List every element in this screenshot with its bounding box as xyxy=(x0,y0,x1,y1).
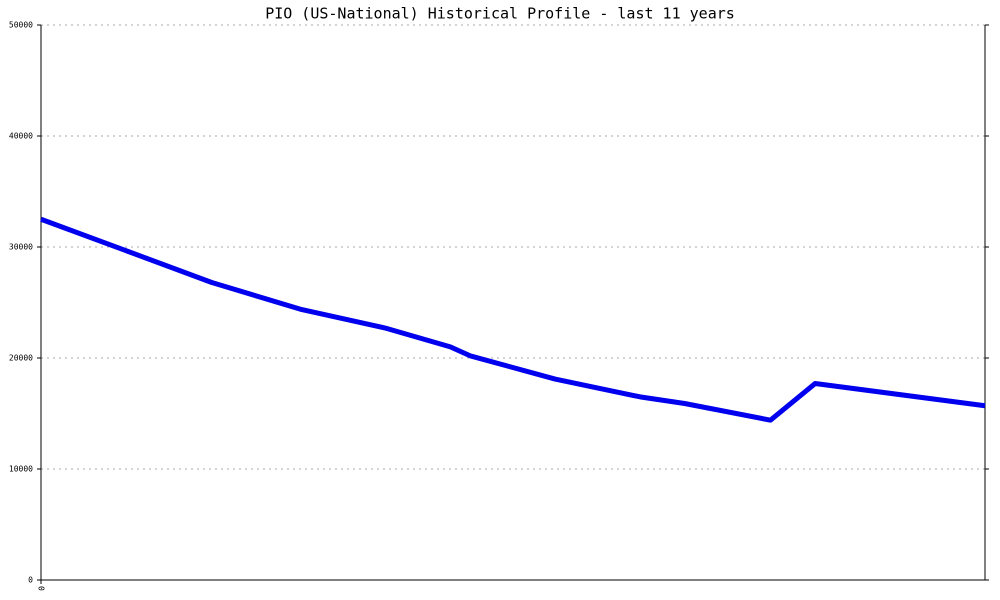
y-tick-label: 10000 xyxy=(9,465,33,474)
x-tick-label: 0 xyxy=(37,586,46,591)
y-tick-label: 40000 xyxy=(9,132,33,141)
y-tick-label: 30000 xyxy=(9,243,33,252)
chart-title: PIO (US-National) Historical Profile - l… xyxy=(265,5,735,23)
series-line xyxy=(40,216,986,423)
y-tick-label: 20000 xyxy=(9,354,33,363)
y-tick-label: 50000 xyxy=(9,21,33,30)
y-tick-label: 0 xyxy=(28,576,33,585)
